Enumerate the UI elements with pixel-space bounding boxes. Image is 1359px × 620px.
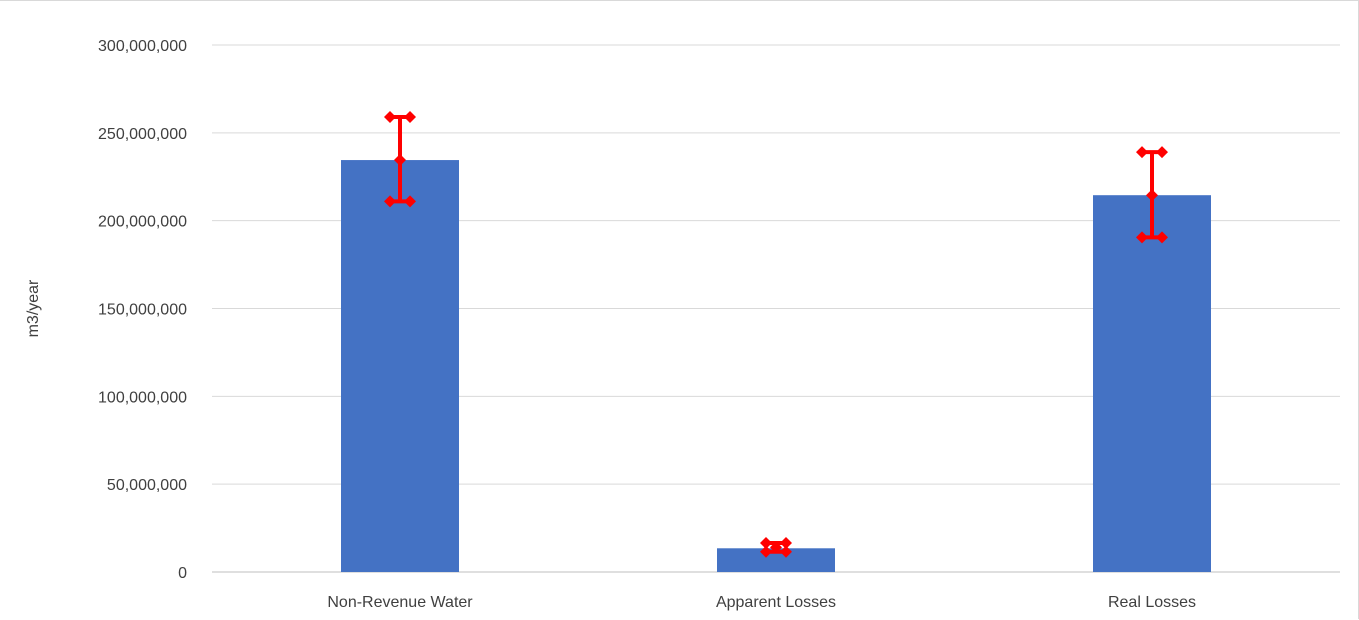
error-marker [1156,146,1168,159]
y-tick-label: 100,000,000 [98,389,187,406]
error-marker [760,537,772,550]
bar-apparent-losses [717,548,835,572]
error-marker [384,195,396,208]
error-marker [394,154,406,167]
y-tick-label: 250,000,000 [98,126,187,143]
x-tick-label: Apparent Losses [716,594,836,611]
error-marker [404,195,416,208]
y-tick-label: 200,000,000 [98,214,187,231]
bars [341,160,1211,573]
error-bar [760,537,792,558]
x-axis-ticks: Non-Revenue Water Apparent Losses Real Los… [327,594,1196,611]
y-tick-label: 300,000,000 [98,38,187,55]
bar-non-revenue-water [341,160,459,573]
y-tick-label: 150,000,000 [98,302,187,319]
error-marker [780,545,792,558]
y-tick-label: 50,000,000 [107,477,187,494]
error-marker [760,545,772,558]
error-bars [384,111,1168,558]
error-marker [1136,146,1148,159]
error-marker [1146,189,1158,202]
x-tick-label: Non-Revenue Water [327,594,473,611]
error-marker [780,537,792,550]
y-axis-title: m3/year [25,279,42,337]
y-axis-ticks: 0 50,000,000 100,000,000 150,000,000 200,000… [98,38,187,582]
error-marker [384,111,396,124]
error-bar [1136,146,1168,244]
error-marker [770,541,782,554]
error-bar [384,111,416,208]
error-marker [1136,231,1148,244]
x-tick-label: Real Losses [1108,594,1196,611]
error-marker [404,111,416,124]
bar-real-losses [1093,195,1211,572]
y-tick-label: 0 [178,565,187,582]
error-marker [1156,231,1168,244]
